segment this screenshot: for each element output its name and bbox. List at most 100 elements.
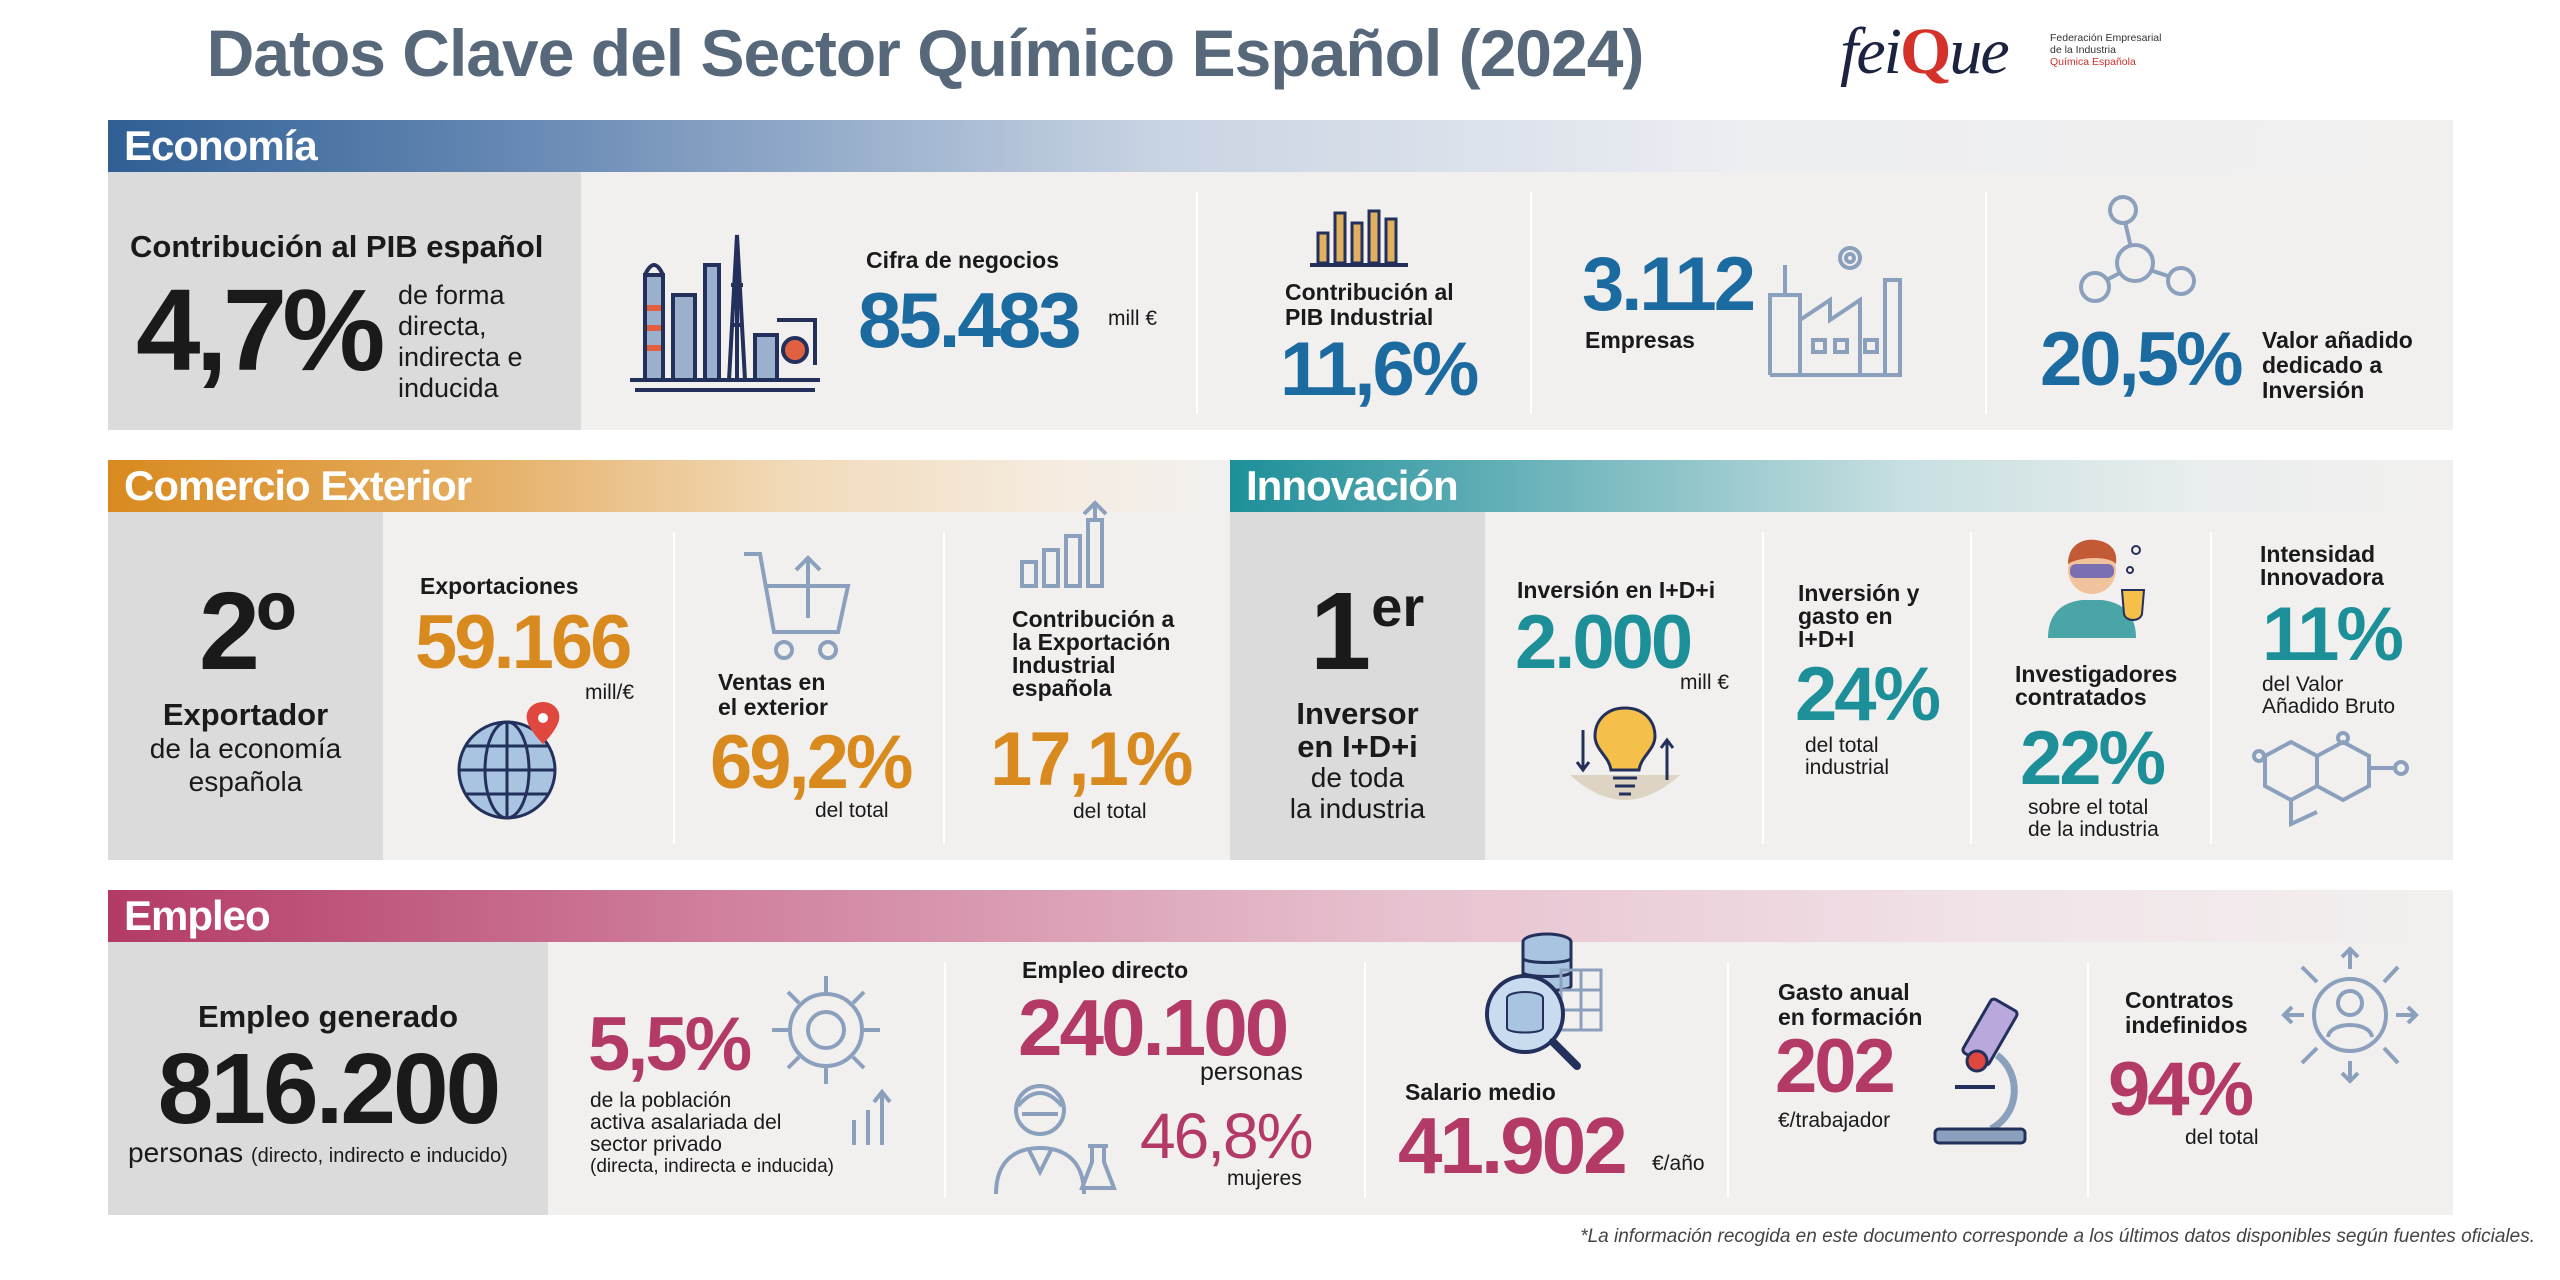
intensidad-label: Intensidad Innovadora	[2260, 543, 2384, 589]
empleo-generado-unit: personas (directo, indirecto e inducido)	[128, 1138, 508, 1171]
ventas-value: 69,2%	[710, 720, 913, 805]
divider	[2210, 532, 2212, 844]
gasto-unit-line: industrial	[1805, 756, 1890, 779]
cifra-value: 85.483	[858, 276, 1082, 364]
refinery-icon	[630, 234, 820, 392]
comercio-heading: Comercio Exterior	[108, 460, 1230, 512]
divider	[1762, 532, 1764, 844]
empleo-generado-box: Empleo generado 816.200 personas (direct…	[108, 942, 548, 1215]
gasto-value: 24%	[1795, 652, 1941, 737]
pib-industrial-label: Contribución al PIB Industrial	[1285, 280, 1454, 330]
empresas-value: 3.112	[1582, 242, 1756, 327]
valor-label-line: dedicado a	[2262, 352, 2383, 378]
intensidad-unit: del Valor Añadido Bruto	[2262, 674, 2395, 718]
poblacion-desc-line: de la población	[590, 1089, 732, 1112]
gasto-unit-line: del total	[1805, 734, 1879, 757]
salario-unit: €/año	[1652, 1152, 1705, 1175]
ventas-label: Ventas en el exterior	[718, 670, 828, 720]
formacion-label-line: en formación	[1778, 1004, 1923, 1030]
contrib-export-label-line: española	[1012, 675, 1112, 701]
divider	[1970, 532, 1972, 844]
contrib-export-label-line: Industrial	[1012, 652, 1116, 678]
investigadores-label-line: contratados	[2015, 684, 2147, 710]
divider	[673, 532, 675, 844]
divider	[1985, 192, 1987, 414]
innovacion-heading: Innovación	[1230, 460, 2453, 512]
investigadores-unit-line: sobre el total	[2028, 796, 2149, 819]
exportador-desc-line: de la economía	[149, 733, 342, 764]
person-arrows-icon	[2281, 946, 2419, 1084]
pib-desc-line: inducida	[398, 373, 499, 403]
valor-label-line: Valor añadido	[2262, 327, 2413, 353]
pib-industrial-label-line: PIB Industrial	[1285, 304, 1434, 330]
investigadores-value: 22%	[2020, 716, 2166, 801]
mujeres-value: 46,8%	[1140, 1100, 1313, 1172]
poblacion-desc: de la población activa asalariada del se…	[590, 1090, 834, 1178]
contrib-export-unit: del total	[1073, 800, 1147, 823]
contratos-unit: del total	[2185, 1126, 2259, 1149]
inversion-value: 2.000	[1515, 600, 1693, 685]
formacion-label-line: Gasto anual	[1778, 979, 1910, 1005]
valor-label: Valor añadido dedicado a Inversión	[2262, 328, 2413, 403]
contratos-label-line: Contratos	[2125, 987, 2234, 1013]
empleo-directo-value: 240.100	[1018, 983, 1289, 1072]
inversor-rank: 1er	[1310, 572, 1424, 692]
divider	[2087, 962, 2089, 1198]
pib-value: 4,7%	[136, 265, 385, 395]
empleo-generado-label: Empleo generado	[197, 999, 459, 1034]
empleo-heading: Empleo	[108, 890, 2453, 942]
inversor-desc: de toda la industria	[1230, 762, 1485, 824]
pib-desc: de forma directa, indirecta e inducida	[398, 280, 523, 404]
logo-line: Federación Empresarial	[2050, 32, 2162, 44]
inversor-rank-number: 1	[1310, 570, 1372, 693]
inversor-desc-line: de toda	[1310, 762, 1405, 793]
salario-label: Salario medio	[1405, 1079, 1556, 1105]
economia-heading: Economía	[108, 120, 2453, 172]
pib-desc-line: indirecta e	[398, 342, 523, 372]
hexagon-molecule-icon	[2252, 731, 2409, 828]
scientist-icon	[994, 1084, 1117, 1195]
bar-chart-icon	[1310, 209, 1408, 267]
formacion-unit: €/trabajador	[1778, 1109, 1891, 1132]
gasto-label: Inversión y gasto en I+D+I	[1798, 582, 1919, 651]
empleo-generado-note: (directo, indirecto e inducido)	[250, 1145, 508, 1167]
contrib-export-label-line: Contribución a	[1012, 606, 1175, 632]
globe-icon	[457, 702, 560, 820]
contratos-value: 94%	[2108, 1047, 2254, 1132]
inversor-desc-line: la industria	[1289, 793, 1426, 824]
inversor-label: Inversor en I+D+i	[1230, 697, 1485, 763]
contrib-export-value: 17,1%	[990, 717, 1193, 802]
inversion-unit: mill €	[1680, 671, 1730, 694]
investigadores-unit-line: de la industria	[2028, 818, 2159, 841]
empleo-generado-unit-main: personas	[128, 1137, 244, 1168]
factory-icon	[1768, 246, 1902, 377]
exportaciones-label: Exportaciones	[420, 573, 579, 599]
poblacion-value: 5,5%	[588, 1002, 752, 1087]
molecule-icon	[2079, 195, 2196, 303]
divider	[1530, 192, 1532, 414]
investigadores-label-line: Investigadores	[2015, 661, 2178, 687]
investigadores-label: Investigadores contratados	[2015, 663, 2177, 709]
mujeres-unit: mujeres	[1227, 1167, 1302, 1190]
pib-desc-line: directa,	[398, 311, 487, 341]
inversor-label-line: en I+D+i	[1297, 729, 1418, 764]
contrib-export-label: Contribución a la Exportación Industrial…	[1012, 608, 1174, 700]
divider	[1364, 962, 1366, 1198]
gasto-label-line: Inversión y	[1798, 580, 1920, 606]
pib-industrial-label-line: Contribución al	[1285, 279, 1454, 305]
pib-label: Contribución al PIB español	[130, 229, 544, 264]
logo-wordmark: feiQue	[1840, 15, 2010, 88]
gasto-label-line: I+D+I	[1798, 626, 1855, 652]
ventas-label-line: Ventas en	[718, 669, 826, 695]
shopping-cart-icon	[744, 552, 851, 660]
exportaciones-value: 59.166	[415, 600, 632, 685]
exportador-rank: 2º	[198, 570, 296, 693]
feique-logo: feiQue Federación Empresarial de la Indu…	[1840, 12, 2170, 92]
footnote: *La información recogida en este documen…	[1580, 1226, 2535, 1247]
exportador-box: 2º Exportador de la economía española	[108, 512, 383, 860]
poblacion-desc-line: sector privado	[590, 1133, 722, 1156]
empleo-directo-label: Empleo directo	[1022, 957, 1189, 983]
divider	[944, 962, 946, 1198]
database-search-icon	[1485, 932, 1603, 1070]
valor-value: 20,5%	[2040, 317, 2243, 402]
